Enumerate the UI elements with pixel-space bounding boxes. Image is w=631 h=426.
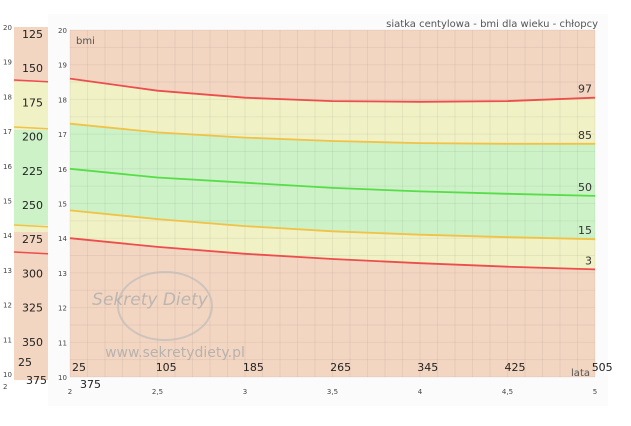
series-line-15 bbox=[69, 209, 596, 241]
x-tick-label: 2,5 bbox=[152, 388, 163, 396]
watermark-brand: Sekrety Diety bbox=[92, 290, 209, 310]
inner-x-label: 105 bbox=[156, 361, 177, 374]
ghost-tick-label: 25 bbox=[18, 356, 32, 369]
back-y-tick-label: 11 bbox=[3, 336, 12, 344]
series-line-97 bbox=[69, 77, 596, 103]
series-label-50: 50 bbox=[578, 181, 592, 194]
inner-x-label: 345 bbox=[417, 361, 438, 374]
ghost-tick-label: 200 bbox=[22, 131, 43, 144]
ghost-tick-label: 350 bbox=[22, 336, 43, 349]
inner-x-label-extra: 375 bbox=[80, 378, 101, 391]
back-y-tick-label: 19 bbox=[3, 59, 12, 67]
x-tick-label: 3 bbox=[243, 388, 247, 396]
inner-x-label: 425 bbox=[505, 361, 526, 374]
ghost-tick-label: 250 bbox=[22, 199, 43, 212]
y-tick-label: 11 bbox=[58, 339, 67, 347]
y-tick-label: 15 bbox=[58, 201, 67, 209]
series-line-85 bbox=[69, 122, 595, 145]
back-y-tick-label: 16 bbox=[3, 163, 12, 171]
y-axis-label: bmi bbox=[76, 36, 95, 47]
back-y-tick-label: 17 bbox=[3, 128, 12, 136]
back-y-tick-label: 12 bbox=[3, 302, 12, 310]
watermark-apple-logo bbox=[117, 271, 213, 341]
back-y-tick-label: 14 bbox=[3, 232, 12, 240]
x-tick-label: 5 bbox=[593, 388, 597, 396]
ghost-tick-label: 325 bbox=[22, 302, 43, 315]
x-tick-label: 2 bbox=[68, 388, 72, 396]
y-tick-label: 16 bbox=[58, 166, 67, 174]
inner-x-label: 265 bbox=[330, 361, 351, 374]
ghost-tick-label: 225 bbox=[22, 165, 43, 178]
y-tick-label: 19 bbox=[58, 62, 67, 70]
ghost-tick-label: 150 bbox=[22, 62, 43, 75]
series-label-85: 85 bbox=[578, 129, 592, 142]
inner-x-label: 185 bbox=[243, 361, 264, 374]
ghost-tick-label: 300 bbox=[22, 267, 43, 280]
chart-title: siatka centylowa - bmi dla wieku - chłop… bbox=[386, 19, 598, 30]
x-tick-label: 3,5 bbox=[327, 388, 338, 396]
x-axis-label: lata bbox=[571, 368, 590, 379]
x-tick-label: 4,5 bbox=[502, 388, 513, 396]
ghost-tick-label: 125 bbox=[22, 28, 43, 41]
back-y-tick-label: 18 bbox=[3, 93, 12, 101]
back-y-tick-label: 10 bbox=[3, 371, 12, 379]
ghost-tick-label: 375 bbox=[26, 374, 47, 387]
y-tick-label: 13 bbox=[58, 270, 67, 278]
y-tick-label: 12 bbox=[58, 305, 67, 313]
back-y-tick-label: 2 bbox=[3, 383, 7, 391]
series-label-3: 3 bbox=[585, 254, 592, 267]
y-tick-label: 20 bbox=[58, 27, 67, 35]
series-label-15: 15 bbox=[578, 224, 592, 237]
y-tick-label: 14 bbox=[58, 235, 67, 243]
back-y-tick-label: 20 bbox=[3, 24, 12, 32]
inner-x-label: 505 bbox=[592, 361, 613, 374]
zone-green-band bbox=[70, 123, 595, 240]
ghost-tick-label: 275 bbox=[22, 233, 43, 246]
y-tick-label: 10 bbox=[58, 374, 67, 382]
main-chart-layer: Sekrety Diety www.sekretydiety.pl 97 85 50 15… bbox=[48, 14, 613, 406]
x-tick-label: 4 bbox=[418, 388, 423, 396]
watermark-url: www.sekretydiety.pl bbox=[105, 345, 245, 361]
series-line-50 bbox=[69, 167, 596, 197]
y-tick-label: 17 bbox=[58, 131, 67, 139]
series-line-3 bbox=[69, 237, 596, 271]
series-label-97: 97 bbox=[578, 83, 592, 96]
ghost-tick-label: 175 bbox=[22, 96, 43, 109]
y-tick-label: 18 bbox=[58, 96, 67, 104]
inner-x-label: 25 bbox=[72, 361, 86, 374]
back-y-tick-label: 15 bbox=[3, 198, 12, 206]
back-y-tick-label: 13 bbox=[3, 267, 12, 275]
